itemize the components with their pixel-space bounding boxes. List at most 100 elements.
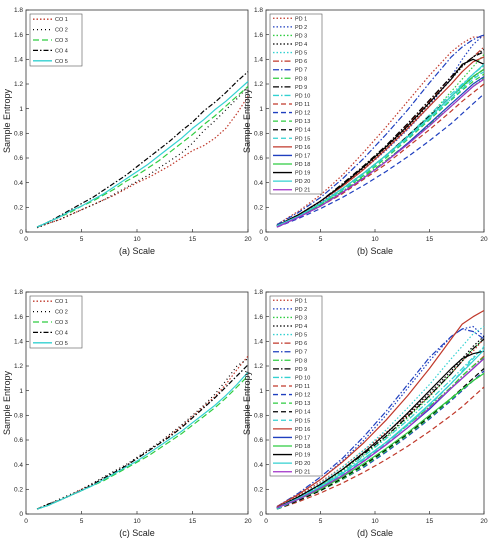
y-tick-label: 0.4	[254, 180, 263, 187]
y-tick-label: 1.6	[254, 314, 263, 321]
x-tick-label: 0	[24, 236, 28, 243]
legend-label: PD 18	[295, 162, 310, 168]
x-tick-label: 20	[480, 518, 488, 525]
legend: PD 1 PD 2 PD 3 PD 4 PD 5 PD 6 PD 7 PD 8 PD 9 PD 1…	[269, 295, 323, 477]
y-tick-label: 1.4	[254, 57, 263, 64]
legend-label: PD 6	[295, 341, 307, 347]
series-line-co-4	[36, 364, 249, 510]
legend-label: PD 13	[295, 401, 310, 407]
y-tick-label: 0.6	[14, 155, 23, 162]
panel-caption: (d) Scale	[357, 528, 393, 538]
panel-caption: (c) Scale	[119, 528, 155, 538]
y-tick-label: 0.2	[254, 487, 263, 494]
x-tick-label: 10	[371, 518, 379, 525]
chart-panel-1: 0 5 10 15 20 0 0.2 0.4 0.6 0.8 1 1.2 1.4 1.6 1.8 Sample…	[2, 7, 252, 256]
legend-label: PD 16	[295, 145, 310, 151]
y-tick-label: 1.6	[254, 32, 263, 39]
y-tick-label: 1.6	[14, 32, 23, 39]
series-line-pd-14	[276, 368, 485, 510]
y-tick-label: 0.4	[14, 180, 23, 187]
x-tick-label: 20	[244, 518, 252, 525]
chart-panel-3: 0 5 10 15 20 0 0.2 0.4 0.6 0.8 1 1.2 1.4 1.6 1.8 Sample…	[2, 289, 252, 538]
chart-panel-2: 0 5 10 15 20 0 0.2 0.4 0.6 0.8 1 1.2 1.4 1.6 1.8 Sample…	[242, 7, 488, 256]
legend-label: PD 14	[295, 128, 310, 134]
y-tick-label: 1.4	[14, 339, 23, 346]
y-tick-label: 0	[259, 229, 263, 236]
series-line-pd-4	[276, 335, 485, 509]
y-axis-label: Sample Entropy	[2, 88, 12, 153]
series-line-pd-21	[276, 78, 485, 228]
legend: CO 1 CO 2 CO 3 CO 4 CO 5	[29, 13, 83, 67]
series-line-pd-20	[276, 349, 485, 509]
y-tick-label: 1.8	[254, 7, 263, 14]
legend-label: PD 12	[295, 111, 310, 117]
y-tick-label: 0.4	[254, 462, 263, 469]
y-tick-label: 1.4	[254, 339, 263, 346]
legend: PD 1 PD 2 PD 3 PD 4 PD 5 PD 6 PD 7 PD 8 PD 9 PD 1…	[269, 13, 323, 195]
y-tick-label: 0	[19, 229, 23, 236]
series-line-pd-10	[276, 347, 485, 509]
y-tick-label: 1	[259, 388, 263, 395]
legend-label: PD 3	[295, 33, 307, 39]
y-tick-label: 0.4	[14, 462, 23, 469]
legend-label: PD 3	[295, 315, 307, 321]
chart-panel-4: 0 5 10 15 20 0 0.2 0.4 0.6 0.8 1 1.2 1.4 1.6 1.8 Sample…	[242, 289, 488, 538]
y-tick-label: 0.2	[254, 205, 263, 212]
y-axis-label: Sample Entropy	[242, 370, 252, 435]
legend: CO 1 CO 2 CO 3 CO 4 CO 5	[29, 295, 83, 349]
legend-label: PD 2	[295, 307, 307, 313]
legend-label: PD 21	[295, 188, 310, 194]
series-line-co-3	[36, 86, 249, 228]
legend-label: PD 7	[295, 350, 307, 356]
legend-label: PD 10	[295, 375, 310, 381]
series-line-pd-18	[276, 372, 485, 509]
x-tick-label: 5	[319, 236, 323, 243]
y-tick-label: 1.2	[14, 363, 23, 370]
series-line-pd-7	[276, 328, 485, 508]
x-tick-label: 15	[426, 518, 434, 525]
legend-label: PD 11	[295, 102, 310, 108]
y-tick-label: 1	[19, 106, 23, 113]
y-tick-label: 1	[259, 106, 263, 113]
legend-label: PD 13	[295, 119, 310, 125]
y-tick-label: 0	[259, 511, 263, 518]
x-tick-label: 5	[80, 518, 84, 525]
legend-label: CO 4	[55, 330, 68, 336]
series-line-pd-13	[276, 73, 485, 227]
legend-label: CO 3	[55, 320, 68, 326]
legend-label: CO 1	[55, 17, 68, 23]
x-tick-label: 5	[80, 236, 84, 243]
legend-label: CO 5	[55, 59, 68, 65]
series-line-co-2	[36, 86, 249, 229]
x-tick-label: 15	[189, 518, 197, 525]
legend-label: CO 3	[55, 38, 68, 44]
x-tick-label: 15	[426, 236, 434, 243]
legend-label: PD 12	[295, 393, 310, 399]
legend-label: PD 20	[295, 461, 310, 467]
series-line-pd-7	[276, 34, 485, 226]
legend-label: PD 5	[295, 333, 307, 339]
legend-label: PD 5	[295, 51, 307, 57]
legend-label: PD 4	[295, 42, 307, 48]
y-tick-label: 1.8	[254, 289, 263, 296]
y-tick-label: 0.6	[254, 155, 263, 162]
x-tick-label: 10	[133, 518, 141, 525]
panel-caption: (b) Scale	[357, 246, 393, 256]
legend-label: PD 15	[295, 418, 310, 424]
series-line-pd-12	[276, 93, 485, 228]
series-line-pd-5	[276, 326, 485, 509]
series-line-pd-3	[276, 338, 485, 509]
legend-label: PD 17	[295, 435, 310, 441]
y-tick-label: 1.2	[254, 363, 263, 370]
legend-label: PD 10	[295, 93, 310, 99]
series-line-pd-19	[276, 58, 485, 227]
legend-label: PD 18	[295, 444, 310, 450]
legend-label: PD 7	[295, 68, 307, 74]
y-tick-label: 0.6	[254, 437, 263, 444]
legend-label: PD 1	[295, 298, 307, 304]
legend-label: CO 1	[55, 299, 68, 305]
y-tick-label: 0.8	[14, 131, 23, 138]
x-tick-label: 15	[189, 236, 197, 243]
legend-label: PD 11	[295, 384, 310, 390]
